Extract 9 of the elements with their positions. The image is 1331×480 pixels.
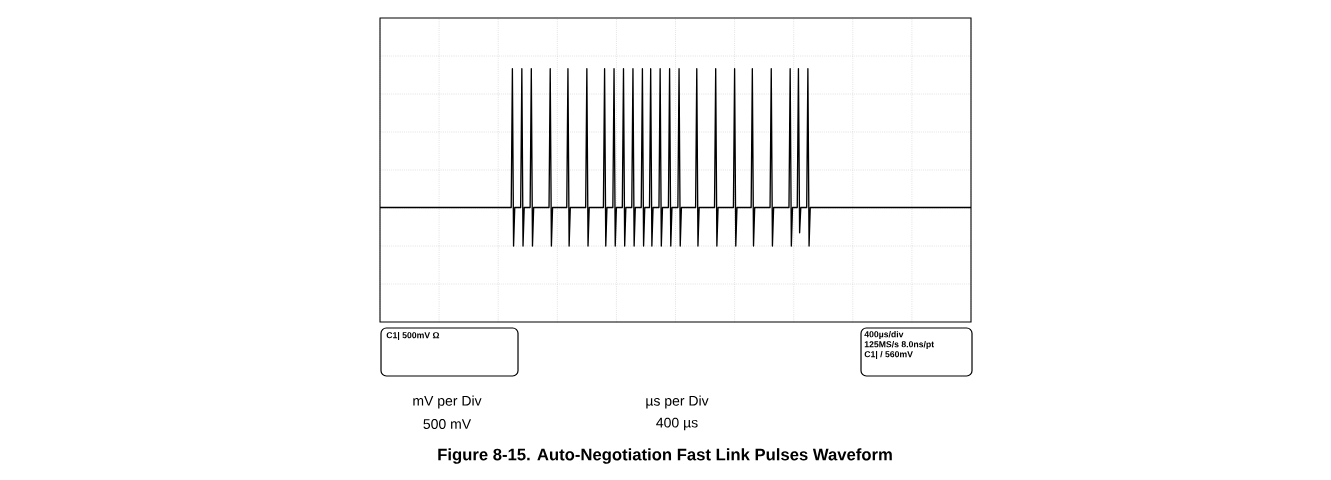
- text: Figure 8-15. Auto-Negotiation Fast Link Pulses Waveform: [438, 448, 892, 464]
- text: C1| 500mV Ω: [386, 331, 440, 341]
- text: 125MS/s 8.0ns/pt: [864, 340, 935, 350]
- text: mV per Div: [413, 395, 482, 409]
- text: C1| / 560mV: [864, 350, 913, 360]
- text: 400µs/div: [864, 330, 904, 340]
- text: 500 mV: [423, 419, 472, 429]
- text: µs per Div: [646, 395, 709, 409]
- text: 400 µs: [656, 417, 698, 431]
